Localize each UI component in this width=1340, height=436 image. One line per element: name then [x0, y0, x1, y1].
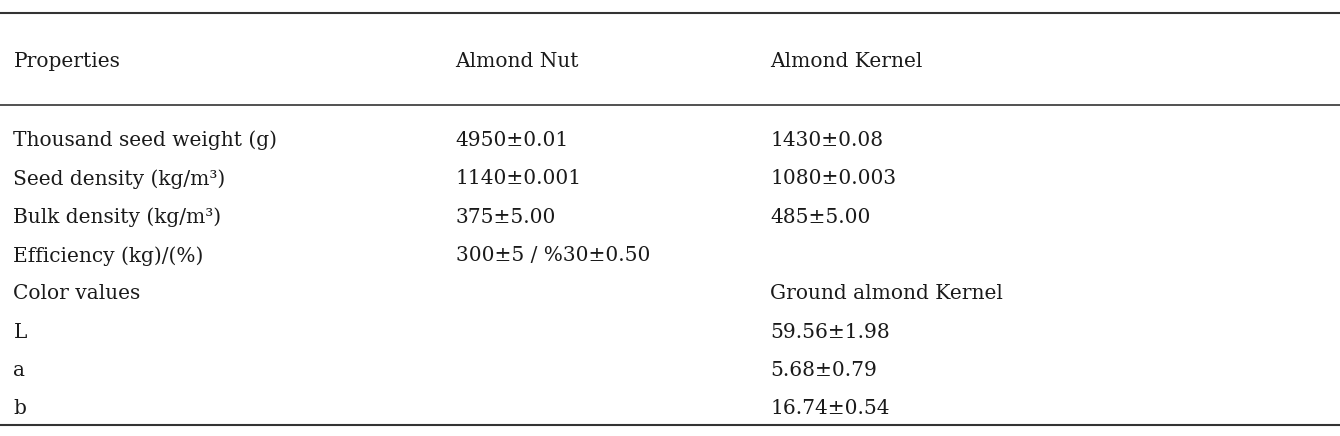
Text: Bulk density (kg/m³): Bulk density (kg/m³)	[13, 208, 221, 227]
Text: 1430±0.08: 1430±0.08	[770, 131, 883, 150]
Text: Color values: Color values	[13, 284, 141, 303]
Text: 1140±0.001: 1140±0.001	[456, 169, 582, 188]
Text: Efficiency (kg)/(%): Efficiency (kg)/(%)	[13, 246, 204, 266]
Text: Properties: Properties	[13, 52, 121, 72]
Text: L: L	[13, 323, 27, 342]
Text: 300±5 / %30±0.50: 300±5 / %30±0.50	[456, 246, 650, 265]
Text: 16.74±0.54: 16.74±0.54	[770, 399, 890, 419]
Text: b: b	[13, 399, 27, 419]
Text: 485±5.00: 485±5.00	[770, 208, 871, 227]
Text: 4950±0.01: 4950±0.01	[456, 131, 570, 150]
Text: Ground almond Kernel: Ground almond Kernel	[770, 284, 1004, 303]
Text: 375±5.00: 375±5.00	[456, 208, 556, 227]
Text: Almond Kernel: Almond Kernel	[770, 52, 923, 72]
Text: 59.56±1.98: 59.56±1.98	[770, 323, 890, 342]
Text: a: a	[13, 361, 25, 380]
Text: Almond Nut: Almond Nut	[456, 52, 579, 72]
Text: Seed density (kg/m³): Seed density (kg/m³)	[13, 169, 225, 189]
Text: 1080±0.003: 1080±0.003	[770, 169, 896, 188]
Text: 5.68±0.79: 5.68±0.79	[770, 361, 878, 380]
Text: Thousand seed weight (g): Thousand seed weight (g)	[13, 131, 277, 150]
